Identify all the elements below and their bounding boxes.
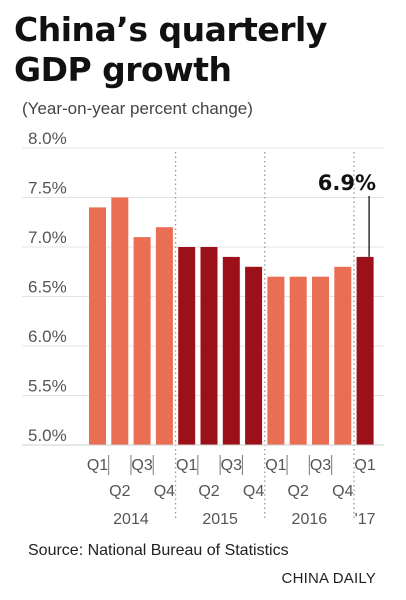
bar [267,276,285,445]
bar [200,247,218,445]
bar [155,227,173,445]
title-line-1: China’s quarterly [14,10,327,49]
x-tick-label: Q4 [332,483,353,500]
bar [289,276,307,445]
bar [178,247,196,445]
bar [89,207,106,445]
x-tick-label: Q4 [243,483,264,500]
x-tick-label: Q2 [288,483,309,500]
bar [222,256,240,445]
chart-subtitle: (Year-on-year percent change) [22,99,253,118]
x-tick-label: Q1 [265,457,286,474]
year-label: '17 [355,511,376,528]
y-tick-label: 5.0% [28,426,67,445]
y-tick-label: 6.5% [28,278,67,297]
brand-label: CHINA DAILY [281,570,376,587]
gdp-bar-chart: 8.0%7.5%7.0%6.5%6.0%5.5%5.0%Q1Q2Q3Q4Q1Q2… [22,129,384,528]
year-label: 2016 [292,511,328,528]
bar [133,237,151,445]
source-note: Source: National Bureau of Statistics [28,542,289,559]
bar [111,197,129,445]
year-label: 2014 [113,511,149,528]
y-tick-label: 6.0% [28,327,67,346]
x-tick-label: Q2 [109,483,130,500]
bar [312,276,329,445]
x-tick-label: Q3 [310,457,331,474]
bar [356,256,374,445]
bar [334,266,352,445]
y-tick-label: 7.0% [28,228,67,247]
y-tick-label: 8.0% [28,129,67,148]
y-tick-label: 5.5% [28,377,67,396]
x-tick-label: Q3 [221,457,242,474]
x-tick-label: Q2 [198,483,219,500]
x-tick-label: Q1 [354,457,375,474]
title-line-2: GDP growth [14,50,232,89]
bar [245,266,263,445]
x-tick-label: Q1 [87,457,108,474]
x-tick-label: Q3 [131,457,152,474]
chart-title: China’s quarterly GDP growth [14,10,394,90]
x-tick-label: Q4 [154,483,175,500]
x-tick-label: Q1 [176,457,197,474]
annotation-label: 6.9% [318,171,376,195]
year-label: 2015 [202,511,238,528]
y-tick-label: 7.5% [28,179,67,198]
